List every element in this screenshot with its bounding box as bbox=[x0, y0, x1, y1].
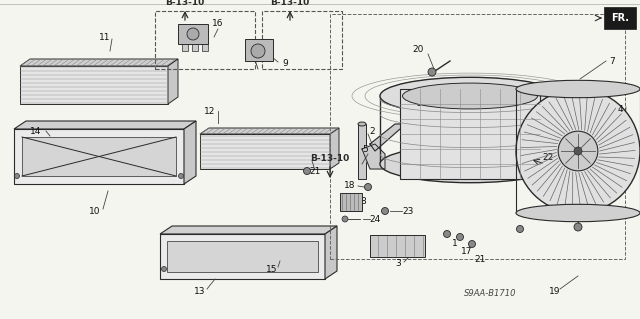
Bar bbox=[340, 193, 362, 211]
Circle shape bbox=[428, 68, 436, 76]
Polygon shape bbox=[160, 234, 325, 279]
Bar bbox=[358, 124, 366, 179]
Polygon shape bbox=[370, 94, 420, 151]
Text: B-13-10: B-13-10 bbox=[165, 0, 205, 7]
Circle shape bbox=[468, 241, 476, 248]
Text: 19: 19 bbox=[549, 286, 561, 295]
Polygon shape bbox=[20, 59, 178, 66]
Text: 23: 23 bbox=[403, 206, 413, 216]
Text: FR.: FR. bbox=[611, 13, 629, 23]
Circle shape bbox=[444, 231, 451, 238]
Bar bbox=[262, 11, 342, 69]
Circle shape bbox=[574, 223, 582, 231]
Text: 4: 4 bbox=[617, 105, 623, 114]
Bar bbox=[370, 235, 425, 257]
Polygon shape bbox=[325, 226, 337, 279]
Circle shape bbox=[558, 131, 598, 171]
Circle shape bbox=[516, 226, 524, 233]
Polygon shape bbox=[168, 59, 178, 104]
Circle shape bbox=[342, 216, 348, 222]
Bar bbox=[245, 39, 273, 61]
Polygon shape bbox=[160, 226, 337, 234]
Text: 2: 2 bbox=[369, 127, 375, 136]
Text: 18: 18 bbox=[344, 182, 356, 190]
Circle shape bbox=[365, 183, 371, 190]
Bar bbox=[22, 137, 176, 176]
Text: 13: 13 bbox=[195, 286, 205, 295]
Circle shape bbox=[15, 174, 19, 179]
Text: 1: 1 bbox=[452, 240, 458, 249]
Circle shape bbox=[381, 207, 388, 214]
Text: 22: 22 bbox=[542, 152, 554, 161]
Bar bbox=[167, 241, 318, 272]
Text: 21: 21 bbox=[474, 255, 486, 263]
Circle shape bbox=[303, 167, 310, 174]
Circle shape bbox=[187, 28, 199, 40]
Text: 17: 17 bbox=[461, 247, 473, 256]
Circle shape bbox=[179, 174, 184, 179]
Bar bbox=[192, 41, 198, 51]
Text: 12: 12 bbox=[204, 107, 216, 115]
Polygon shape bbox=[200, 128, 339, 134]
Ellipse shape bbox=[516, 204, 640, 222]
Bar bbox=[155, 11, 255, 69]
Text: 16: 16 bbox=[212, 19, 224, 28]
Text: 6: 6 bbox=[415, 100, 421, 108]
Bar bbox=[182, 41, 188, 51]
Polygon shape bbox=[330, 128, 339, 169]
Text: B-13-10: B-13-10 bbox=[270, 0, 310, 7]
Circle shape bbox=[574, 147, 582, 155]
Circle shape bbox=[456, 234, 463, 241]
Text: 9: 9 bbox=[282, 58, 288, 68]
Polygon shape bbox=[362, 144, 385, 169]
Text: 5: 5 bbox=[362, 145, 368, 153]
Circle shape bbox=[516, 89, 640, 213]
Bar bbox=[178, 24, 208, 44]
Text: B-13-10: B-13-10 bbox=[310, 154, 349, 163]
Bar bbox=[202, 41, 208, 51]
Polygon shape bbox=[14, 121, 196, 129]
Polygon shape bbox=[184, 121, 196, 184]
Text: 10: 10 bbox=[89, 206, 100, 216]
Text: 21: 21 bbox=[309, 167, 321, 175]
Circle shape bbox=[161, 266, 166, 271]
Text: 14: 14 bbox=[30, 127, 42, 136]
Ellipse shape bbox=[516, 80, 640, 98]
Ellipse shape bbox=[403, 83, 538, 109]
Text: 24: 24 bbox=[369, 214, 381, 224]
Bar bbox=[604, 7, 636, 29]
Bar bbox=[400, 89, 540, 179]
Bar bbox=[330, 14, 625, 259]
Ellipse shape bbox=[380, 145, 560, 183]
Ellipse shape bbox=[358, 122, 366, 126]
Ellipse shape bbox=[380, 77, 560, 115]
Text: 7: 7 bbox=[609, 56, 615, 65]
Text: S9AA-B1710: S9AA-B1710 bbox=[464, 290, 516, 299]
Polygon shape bbox=[20, 66, 168, 104]
Text: 20: 20 bbox=[412, 44, 424, 54]
Text: 8: 8 bbox=[360, 197, 366, 206]
Polygon shape bbox=[14, 129, 184, 184]
Text: 11: 11 bbox=[99, 33, 111, 42]
Text: 3: 3 bbox=[395, 259, 401, 269]
Text: 15: 15 bbox=[266, 264, 278, 273]
Circle shape bbox=[251, 44, 265, 58]
Polygon shape bbox=[200, 134, 330, 169]
